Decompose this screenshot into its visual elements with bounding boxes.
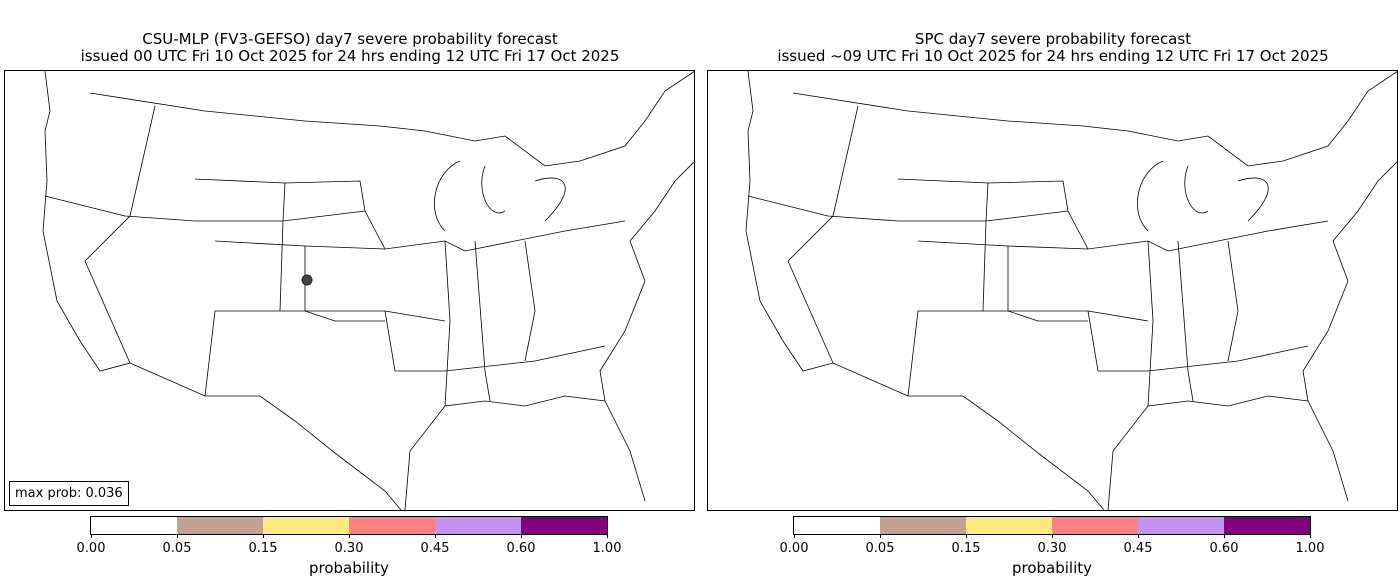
left-title: CSU-MLP (FV3-GEFSO) day7 severe probabil…	[0, 31, 700, 65]
colorbar-tick-label: 1.00	[592, 541, 622, 556]
state-border	[194, 178, 286, 312]
colorbar-tick-label: 0.60	[506, 541, 536, 556]
colorbar-segment	[521, 517, 607, 534]
colorbar-tick-mark	[177, 534, 178, 538]
coastline-border	[792, 71, 1397, 167]
colorbar-segment	[263, 517, 349, 534]
forecast-point	[301, 274, 313, 286]
left-map-outline	[42, 71, 694, 510]
state-border	[524, 240, 536, 362]
right-title-line2: issued ~09 UTC Fri 10 Oct 2025 for 24 hr…	[777, 47, 1329, 65]
state-border	[1147, 240, 1154, 407]
right-title-line1: SPC day7 severe probability forecast	[914, 30, 1192, 48]
colorbar-tick-label: 0.60	[1209, 541, 1239, 556]
colorbar-tick-mark	[435, 534, 436, 538]
state-border	[1227, 240, 1239, 362]
right-map	[707, 70, 1398, 511]
colorbar-segment	[794, 517, 880, 534]
colorbar-segment	[177, 517, 263, 534]
coastline-border	[745, 71, 1105, 510]
colorbar-tick-mark	[607, 534, 608, 538]
colorbar	[793, 516, 1311, 535]
colorbar-segment	[349, 517, 435, 534]
colorbar-tick-mark	[1138, 534, 1139, 538]
colorbar-tick-mark	[521, 534, 522, 538]
state-border	[1087, 310, 1309, 372]
colorbar-segment	[1224, 517, 1310, 534]
coastline-border	[404, 395, 646, 510]
colorbar-tick-label: 0.00	[779, 541, 809, 556]
colorbar-segment	[1052, 517, 1138, 534]
state-border	[474, 240, 491, 402]
colorbar-tick-label: 0.15	[951, 541, 981, 556]
left-title-line1: CSU-MLP (FV3-GEFSO) day7 severe probabil…	[142, 30, 558, 48]
colorbar-segment	[91, 517, 177, 534]
colorbar-tick-mark	[794, 534, 795, 538]
state-border	[44, 195, 366, 222]
max-prob-box: max prob: 0.036	[9, 481, 129, 506]
state-border	[384, 310, 606, 372]
coastline-border	[89, 71, 694, 167]
colorbar-segment	[435, 517, 521, 534]
colorbar-tick-label: 1.00	[1295, 541, 1325, 556]
colorbar-tick-label: 0.45	[420, 541, 450, 556]
state-border	[214, 240, 386, 250]
state-border	[304, 246, 385, 322]
state-border	[917, 240, 1089, 250]
colorbar-tick-label: 0.00	[76, 541, 106, 556]
state-border	[987, 180, 1329, 252]
colorbar-tick-label: 0.15	[248, 541, 278, 556]
state-border	[284, 180, 626, 252]
colorbar-tick-label: 0.30	[334, 541, 364, 556]
colorbar-tick-mark	[1310, 534, 1311, 538]
coastline-border	[599, 161, 694, 402]
colorbar-tick-label: 0.05	[162, 541, 192, 556]
left-title-line2: issued 00 UTC Fri 10 Oct 2025 for 24 hrs…	[80, 47, 620, 65]
state-border	[444, 240, 451, 407]
state-border	[897, 178, 989, 312]
state-border	[787, 105, 859, 364]
state-border	[907, 310, 1149, 397]
state-border	[204, 310, 446, 397]
right-title: SPC day7 severe probability forecast iss…	[703, 31, 1400, 65]
state-border	[1177, 240, 1194, 402]
colorbar-tick-mark	[880, 534, 881, 538]
state-border	[84, 105, 156, 364]
colorbar-tick-mark	[1052, 534, 1053, 538]
colorbar-segment	[880, 517, 966, 534]
state-border	[747, 195, 1069, 222]
coastline-border	[42, 71, 402, 510]
colorbar-tick-label: 0.05	[865, 541, 895, 556]
state-border	[1137, 160, 1269, 232]
colorbar-segment	[1138, 517, 1224, 534]
coastline-border	[1107, 395, 1349, 510]
right-map-outline	[745, 71, 1397, 510]
colorbar-segment	[966, 517, 1052, 534]
left-map: max prob: 0.036	[4, 70, 695, 511]
colorbar-tick-mark	[91, 534, 92, 538]
colorbar-tick-label: 0.30	[1037, 541, 1067, 556]
state-border	[434, 160, 566, 232]
colorbar-label: probability	[308, 559, 390, 577]
colorbar	[90, 516, 608, 535]
colorbar-tick-mark	[966, 534, 967, 538]
state-border	[1007, 246, 1088, 322]
colorbar-tick-label: 0.45	[1123, 541, 1153, 556]
colorbar-label: probability	[1011, 559, 1093, 577]
colorbar-tick-mark	[263, 534, 264, 538]
colorbar-tick-mark	[349, 534, 350, 538]
coastline-border	[1302, 161, 1397, 402]
colorbar-tick-mark	[1224, 534, 1225, 538]
